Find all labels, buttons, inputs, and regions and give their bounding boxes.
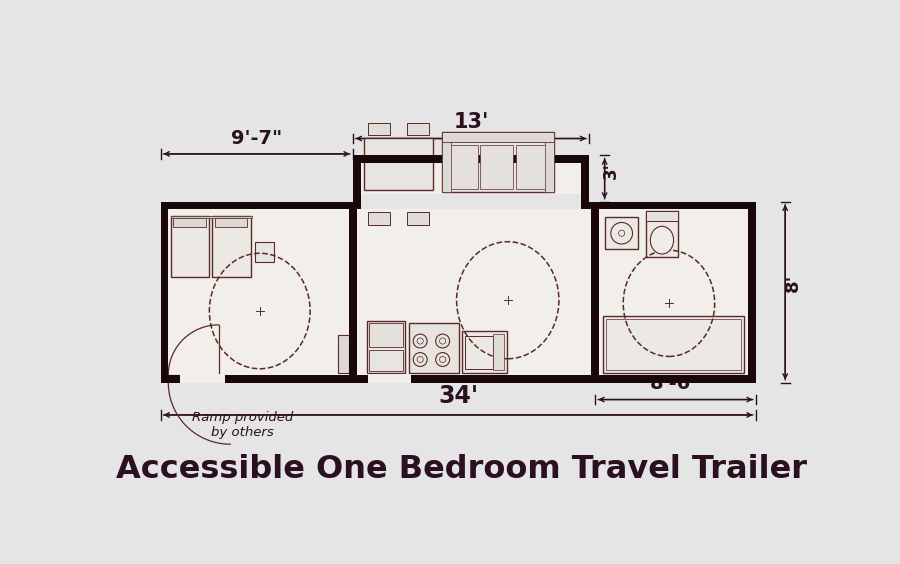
Bar [465,336,493,369]
Bar [581,156,590,209]
Bar [407,123,428,135]
Bar [545,142,554,192]
Text: 8'-6": 8'-6" [650,374,701,394]
Bar [516,145,549,190]
Bar [748,202,756,382]
Bar [590,335,595,373]
Bar [368,213,390,225]
Bar [255,243,274,262]
Bar [368,123,390,135]
Bar [160,202,361,209]
Text: 34': 34' [438,384,478,408]
Bar [607,319,741,371]
Bar [369,350,403,371]
Bar [160,202,168,382]
Text: Ramp provided
by others: Ramp provided by others [192,411,293,439]
Bar [462,331,507,373]
Bar [591,209,599,375]
Text: 9'-7": 9'-7" [231,129,283,148]
Bar [445,145,478,190]
Bar [338,335,349,373]
Bar [168,209,748,375]
Bar [442,142,451,192]
Bar [212,215,251,277]
Bar [480,145,513,190]
Bar [366,321,406,373]
Bar [171,215,252,218]
Text: 13': 13' [454,112,489,133]
Bar [442,131,554,192]
Bar [407,213,428,225]
Bar [645,211,679,257]
Bar [349,202,356,375]
Text: 8': 8' [784,274,802,292]
Bar [215,218,248,227]
Bar [353,156,361,209]
Bar [369,323,403,347]
Bar [606,217,638,249]
Bar [171,215,210,277]
Ellipse shape [651,226,673,254]
Bar [180,374,225,382]
Bar [442,131,554,142]
Bar [364,138,433,190]
Bar [368,374,411,382]
Text: Accessible One Bedroom Travel Trailer: Accessible One Bedroom Travel Trailer [116,454,806,485]
Bar [581,202,756,209]
Bar [409,323,459,373]
Bar [160,375,756,382]
Text: 3': 3' [602,162,620,179]
Bar [493,334,504,371]
Bar [603,316,744,373]
Bar [353,156,590,163]
Bar [173,218,205,227]
Bar [361,156,581,194]
Bar [645,211,679,221]
